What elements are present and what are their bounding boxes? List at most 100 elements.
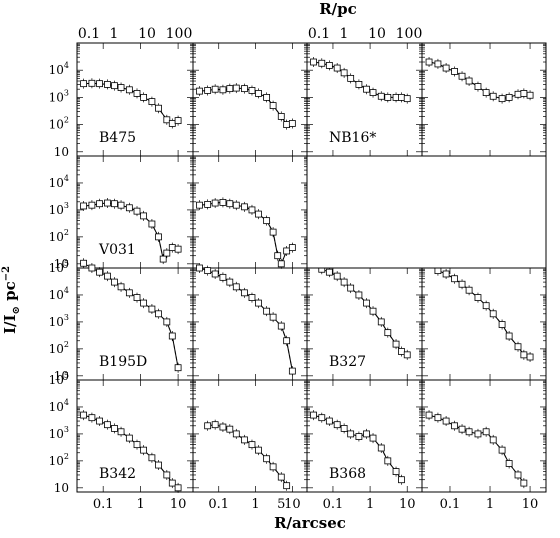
- data-point: [111, 278, 118, 286]
- data-point: [80, 202, 87, 210]
- top-tick-label: 0.1: [308, 26, 330, 42]
- data-point: [451, 68, 458, 75]
- data-point: [505, 460, 513, 467]
- y-tick-label: 102: [49, 228, 69, 244]
- data-point: [80, 411, 87, 419]
- data-point: [263, 307, 271, 315]
- data-point: [325, 417, 333, 425]
- data-point: [219, 423, 227, 431]
- data-point: [174, 364, 182, 372]
- data-point: [155, 310, 162, 318]
- data-point: [474, 430, 482, 438]
- data-point: [155, 461, 162, 469]
- panel-label: B327: [329, 354, 366, 370]
- top-tick-label: 1: [340, 26, 349, 42]
- data-point: [482, 89, 490, 97]
- bottom-tick-label: 0.1: [208, 497, 229, 512]
- data-point: [248, 87, 256, 94]
- data-point: [255, 446, 262, 454]
- data-point: [248, 441, 256, 449]
- bottom-tick-label: 10: [522, 497, 539, 512]
- data-point: [211, 270, 219, 278]
- y-tick-exponent: 2: [64, 228, 69, 237]
- data-point: [451, 422, 458, 430]
- data-point: [174, 484, 182, 492]
- data-point: [277, 113, 285, 120]
- data-point: [526, 91, 534, 99]
- data-point: [140, 93, 148, 101]
- bottom-tick-label: 0.1: [93, 497, 114, 512]
- y-tick-label: 104: [49, 286, 69, 302]
- panel: [192, 379, 308, 493]
- data-point: [211, 85, 219, 93]
- data-point: [333, 421, 341, 429]
- data-point: [232, 84, 240, 92]
- data-point: [168, 120, 176, 127]
- data-point: [514, 343, 522, 351]
- data-point: [526, 353, 534, 361]
- data-point: [133, 294, 141, 301]
- data-point: [133, 207, 141, 215]
- data-point: [96, 200, 103, 208]
- y-tick-exponent: 4: [64, 286, 69, 295]
- data-point: [363, 85, 370, 93]
- data-point: [347, 284, 355, 292]
- data-point: [133, 90, 141, 97]
- data-point: [377, 318, 385, 326]
- data-point: [204, 422, 212, 430]
- data-point: [377, 92, 385, 100]
- data-point: [482, 428, 490, 436]
- y-tick-exponent: 3: [64, 201, 69, 210]
- panel: B327: [306, 264, 423, 381]
- data-point: [204, 201, 212, 208]
- data-point: [125, 86, 133, 94]
- data-point: [88, 264, 96, 272]
- data-point: [398, 476, 405, 484]
- data-point: [226, 200, 234, 208]
- data-point: [104, 81, 111, 88]
- data-point: [80, 80, 87, 88]
- model-curve-dashed: [199, 267, 293, 372]
- data-point: [168, 244, 176, 251]
- panel: [421, 42, 547, 157]
- data-point: [248, 294, 256, 301]
- data-point: [489, 310, 497, 318]
- panel-frame: [192, 379, 308, 493]
- panel-frame: [192, 267, 308, 381]
- data-point: [226, 425, 234, 433]
- data-point: [204, 267, 212, 275]
- data-point: [125, 204, 133, 212]
- data-point: [347, 74, 355, 82]
- panel: V031: [76, 155, 194, 269]
- data-point: [117, 428, 125, 436]
- data-point: [340, 425, 348, 432]
- data-point: [232, 283, 240, 291]
- data-point: [88, 79, 96, 87]
- data-point: [355, 291, 363, 299]
- panel-frame: [421, 42, 547, 157]
- data-point: [398, 93, 405, 101]
- data-point: [88, 201, 96, 209]
- data-point: [283, 337, 291, 345]
- data-point: [159, 255, 167, 263]
- data-point: [498, 95, 506, 103]
- data-point: [398, 348, 405, 355]
- data-point: [269, 228, 277, 236]
- data-point: [111, 200, 118, 208]
- data-point: [347, 430, 355, 438]
- data-point: [140, 212, 148, 220]
- data-point: [514, 471, 522, 479]
- data-point: [384, 329, 392, 337]
- data-point: [196, 201, 203, 209]
- data-point: [269, 102, 277, 109]
- data-point: [288, 244, 296, 251]
- data-point: [269, 463, 277, 471]
- data-point: [288, 120, 296, 127]
- data-point: [442, 64, 450, 72]
- data-point: [482, 302, 490, 310]
- bottom-tick-label: 0.1: [440, 497, 461, 512]
- y-tick-label: 105: [49, 371, 69, 387]
- data-point: [174, 117, 182, 125]
- data-point: [392, 340, 400, 348]
